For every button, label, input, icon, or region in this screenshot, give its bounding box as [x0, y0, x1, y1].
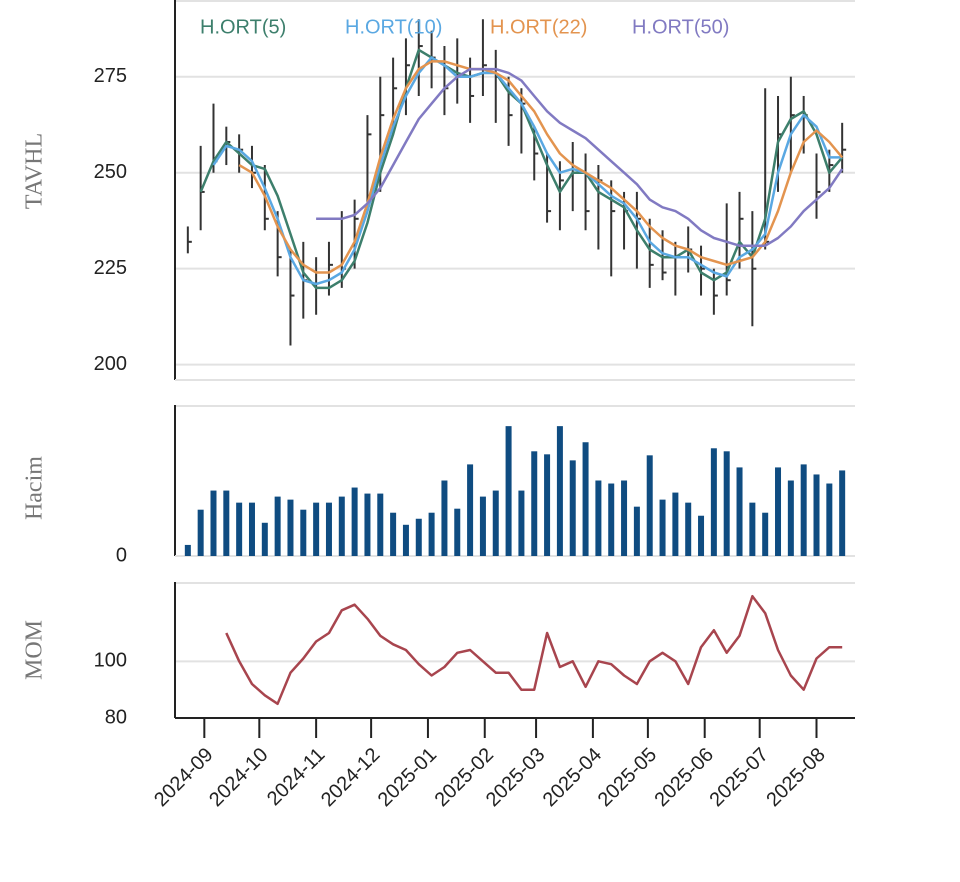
volume-bar [646, 455, 653, 556]
volume-bar [698, 515, 705, 556]
volume-bar [377, 493, 384, 556]
legend-entry: H.ORT(50) [632, 16, 729, 38]
volume-bar [582, 442, 589, 556]
x-tick-label: 2024-09 [150, 744, 217, 811]
volume-bar [454, 508, 461, 556]
x-tick-label: 2025-05 [594, 744, 661, 811]
volume-bar [749, 502, 756, 556]
volume-bar [236, 502, 243, 556]
y-tick-label: 225 [94, 257, 127, 279]
volume-bar [428, 512, 435, 556]
volume-bar [762, 512, 769, 556]
volume-bar [325, 502, 332, 556]
volume-bar [479, 496, 486, 556]
y-tick-label: 80 [105, 706, 127, 728]
volume-bar [800, 464, 807, 556]
y-axis-label: MOM [22, 620, 48, 680]
x-tick-label: 2025-08 [762, 744, 829, 811]
y-tick-label: 100 [94, 650, 127, 672]
volume-bar [223, 490, 230, 556]
volume-bar [300, 509, 307, 556]
volume-bar [492, 490, 499, 556]
volume-bar [351, 487, 358, 556]
volume-bar [210, 490, 217, 556]
volume-bar [569, 460, 576, 556]
volume-bar [659, 499, 666, 556]
y-tick-label: 200 [94, 353, 127, 375]
x-tick-label: 2024-12 [317, 744, 384, 811]
volume-bar [402, 524, 409, 556]
volume-bar [775, 467, 782, 556]
volume-bar [621, 480, 628, 556]
volume-bar [197, 509, 204, 556]
y-axis-label: TAVHL [22, 133, 48, 209]
volume-bar [723, 451, 730, 556]
x-tick-label: 2025-04 [539, 744, 606, 811]
volume-bar [544, 454, 551, 556]
volume-bar [685, 502, 692, 556]
volume-bar [839, 470, 846, 556]
volume-bar [287, 499, 294, 556]
volume-bar [467, 464, 474, 556]
volume-bar [248, 502, 255, 556]
y-tick-label: 275 [94, 65, 127, 87]
x-tick-label: 2024-10 [205, 744, 272, 811]
legend-entry: H.ORT(10) [345, 16, 442, 38]
x-tick-label: 2025-06 [651, 744, 718, 811]
y-tick-label: 0 [116, 544, 127, 566]
volume-bar [313, 502, 320, 556]
mom-line [225, 594, 843, 706]
volume-bar [556, 426, 563, 556]
volume-bar [261, 522, 268, 556]
volume-bar [274, 496, 281, 556]
x-tick-label: 2025-01 [374, 744, 441, 811]
volume-bar [505, 426, 512, 556]
volume-bar [736, 467, 743, 556]
ma-line [316, 67, 844, 247]
x-tick-label: 2025-07 [705, 744, 772, 811]
y-axis-label: Hacim [22, 456, 48, 520]
y-tick-label: 250 [94, 161, 127, 183]
volume-bar [184, 544, 191, 556]
x-tick-label: 2024-11 [263, 744, 329, 810]
volume-bar [710, 448, 717, 556]
volume-bar [441, 480, 448, 556]
ma-line [238, 60, 844, 274]
volume-bar [787, 480, 794, 556]
volume-bar [338, 496, 345, 556]
volume-bar [633, 506, 640, 556]
volume-bar [390, 512, 397, 556]
volume-bar [531, 451, 538, 556]
volume-bar [608, 483, 615, 556]
volume-bar [595, 480, 602, 556]
legend-entry: H.ORT(5) [200, 16, 286, 38]
legend-entry: H.ORT(22) [490, 16, 587, 38]
volume-bar [415, 518, 422, 556]
volume-bar [364, 493, 371, 556]
volume-bar [826, 483, 833, 556]
volume-bar [813, 474, 820, 556]
volume-bar [672, 492, 679, 556]
volume-bar [518, 490, 525, 556]
